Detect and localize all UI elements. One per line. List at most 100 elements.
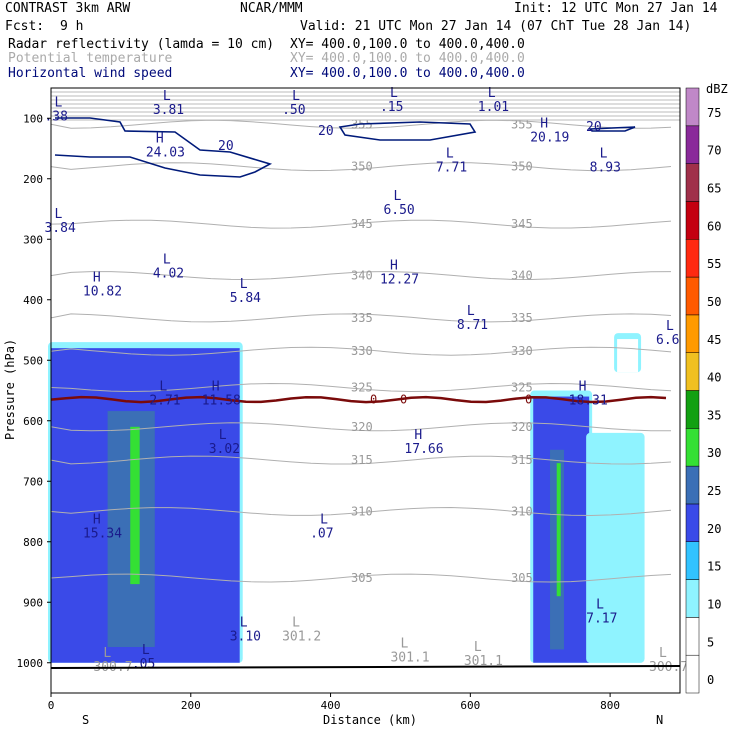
- field-3-xy: XY= 400.0,100.0 to 400.0,400.0: [290, 66, 525, 81]
- hl-letter-3: L: [390, 86, 398, 101]
- colorbar-label-55: 55: [707, 257, 721, 271]
- hl-letter-27: L: [142, 643, 150, 658]
- theta-label2-330: 330: [511, 344, 533, 358]
- refl-region-3: [617, 339, 639, 373]
- colorbar-label-60: 60: [707, 219, 721, 233]
- hl-value-21: 17.66: [404, 442, 443, 457]
- y-tick-label-1000: 1000: [17, 657, 44, 670]
- hl-letter-21: H: [414, 428, 422, 443]
- theta-label2-325: 325: [511, 380, 533, 394]
- freezing-level: 0 0 0: [50, 393, 667, 407]
- theta-line-310: [50, 506, 672, 517]
- hl-value-12: 12.27: [380, 273, 419, 288]
- y-tick-label-800: 800: [23, 536, 43, 549]
- hl-value-10: 3.84: [44, 221, 75, 236]
- reflectivity-layer: [48, 333, 645, 663]
- theta-line-330: [50, 346, 672, 356]
- field-1-name: Radar reflectivity (lamda = 10 cm): [8, 37, 274, 52]
- ground-line: [50, 665, 681, 669]
- hl-letter-26: L: [292, 616, 300, 631]
- fcst-value: 9 h: [60, 19, 83, 34]
- refl-strong-1: [556, 463, 561, 597]
- theta-label2-345: 345: [511, 217, 533, 231]
- hl-letter-4: L: [488, 86, 496, 101]
- hl-value-15: 8.71: [457, 318, 488, 333]
- field-2-name: Potential temperature: [8, 51, 173, 66]
- y-tick-label-700: 700: [23, 475, 43, 488]
- colorbar-label-30: 30: [707, 446, 721, 460]
- wind-contours: 20 20 20: [54, 117, 636, 178]
- hl-value-8: 8.93: [590, 161, 621, 176]
- valid-time: Valid: 21 UTC Mon 27 Jan 14 (07 ChT Tue …: [300, 19, 691, 34]
- theta-line-345: [50, 219, 672, 229]
- field-2-xy: XY= 400.0,100.0 to 400.0,400.0: [290, 51, 525, 66]
- colorbar-cell-5: [685, 617, 700, 656]
- theta-line-335: [50, 313, 672, 323]
- hl-value-14: 5.84: [230, 291, 261, 306]
- theta-label-310: 310: [351, 505, 373, 519]
- refl-region-2: [589, 438, 642, 663]
- hl-letter-16: L: [666, 319, 674, 334]
- fcst-label: Fcst:: [5, 19, 44, 34]
- theta-label-325: 325: [351, 380, 373, 394]
- y-axis-title: Pressure (hPa): [3, 339, 17, 440]
- colorbar-label-5: 5: [707, 635, 714, 649]
- hl-value-3: .15: [380, 100, 403, 115]
- colorbar-cell-35: [685, 390, 700, 429]
- colorbar-cell-70: [685, 125, 700, 164]
- field-1-xy: XY= 400.0,100.0 to 400.0,400.0: [290, 37, 525, 52]
- hl-value-18: 11.58: [202, 394, 241, 409]
- theta-label2-335: 335: [511, 311, 533, 325]
- hl-value-1: 3.81: [153, 103, 184, 118]
- hl-letter-22: H: [93, 513, 101, 528]
- wind-contour-center: [338, 121, 477, 141]
- theta-label-330: 330: [351, 344, 373, 358]
- colorbar-cell-75: [685, 87, 700, 127]
- theta-line-350: [50, 162, 672, 172]
- colorbar-cell-50: [685, 276, 700, 316]
- hl-value-2: .50: [282, 103, 305, 118]
- colorbar-unit: dBZ: [706, 82, 728, 96]
- refl-strong-0: [130, 426, 140, 585]
- x-axis-title: Distance (km): [323, 713, 417, 727]
- theta-label2-305: 305: [511, 571, 533, 585]
- hl-letter-20: L: [219, 428, 227, 443]
- hl-letter-9: L: [393, 189, 401, 204]
- hl-letter-5: H: [156, 132, 164, 147]
- hl-value-9: 6.50: [383, 203, 414, 218]
- y-tick-label-200: 200: [23, 173, 43, 186]
- freezing-label-2: 0: [525, 393, 532, 407]
- theta-label-345: 345: [351, 217, 373, 231]
- hl-letter-30: L: [103, 646, 111, 661]
- colorbar-cell-30: [685, 428, 700, 467]
- theta-label2-350: 350: [511, 160, 533, 174]
- hl-value-28: 301.1: [390, 651, 429, 666]
- hl-value-16: 6.6: [656, 333, 679, 348]
- hl-value-31: 300.7: [649, 660, 688, 675]
- theta-line-325: [50, 382, 672, 393]
- colorbar-cell-20: [685, 503, 700, 542]
- hl-letter-13: H: [93, 271, 101, 286]
- init-time: Init: 12 UTC Mon 27 Jan 14: [514, 1, 718, 16]
- colorbar-cell-0: [685, 654, 700, 694]
- hl-value-23: .07: [310, 527, 333, 542]
- hl-value-22: 15.34: [83, 527, 122, 542]
- hl-letter-1: L: [163, 89, 171, 104]
- hl-letter-6: H: [540, 116, 548, 131]
- theta-line-340: [50, 271, 672, 281]
- x-end-right: N: [656, 713, 663, 727]
- hl-letter-12: H: [390, 259, 398, 274]
- theta-label2-355: 355: [511, 117, 533, 131]
- hl-value-5: 24.03: [146, 146, 185, 161]
- x-tick-label-400: 400: [321, 699, 341, 712]
- colorbar: 0 5 10 15 20 25 30 35 40 45 50 55 60 65 70 75: [685, 87, 721, 694]
- hl-letter-7: L: [446, 147, 454, 162]
- hl-value-24: 7.17: [586, 611, 617, 626]
- theta-line-320: [50, 422, 671, 432]
- theta-label-335: 335: [351, 311, 373, 325]
- hl-value-4: 1.01: [478, 100, 509, 115]
- colorbar-label-40: 40: [707, 371, 721, 385]
